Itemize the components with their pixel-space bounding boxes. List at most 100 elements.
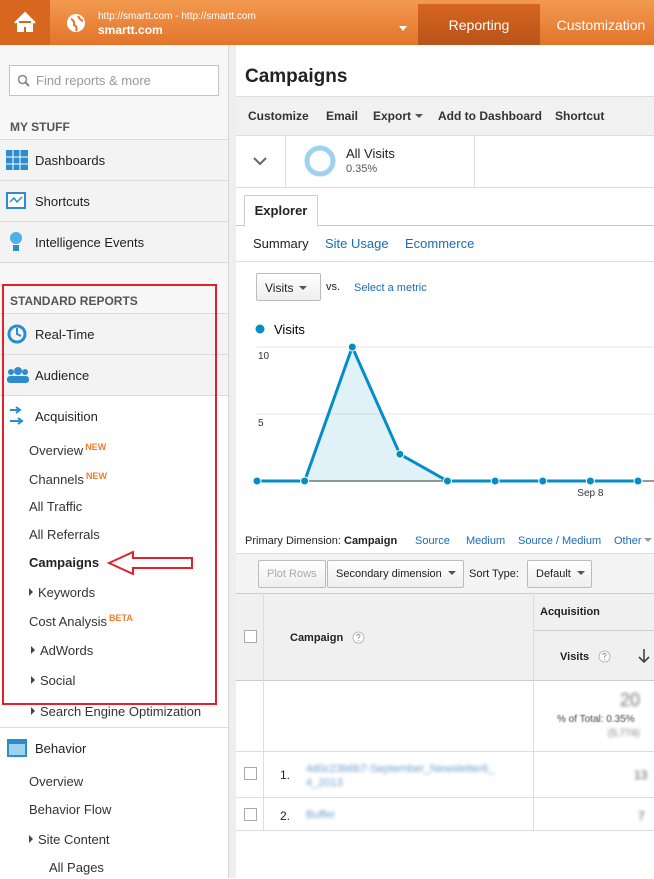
dimension-option[interactable]: Source / Medium [518, 535, 602, 547]
segment-toggle[interactable] [252, 155, 268, 167]
table-header [236, 593, 654, 681]
divider [534, 630, 654, 631]
column-header[interactable]: Visits [560, 651, 590, 663]
search-box[interactable]: Find reports & more [9, 65, 219, 96]
sub-nav-item[interactable]: AdWords [31, 643, 93, 658]
nav-label: Acquisition [35, 409, 98, 424]
sub-nav-item[interactable]: Cost Analysis BETA [29, 613, 133, 629]
sub-nav-item-active[interactable]: Campaigns [29, 555, 100, 570]
campaign-link[interactable]: 4d0c23b6b7-September_Newsletter6_4_2013 [306, 763, 495, 789]
total-percent-label: % of Total: 0.35% [557, 714, 635, 725]
divider [236, 797, 654, 798]
point [252, 476, 262, 486]
nav-item[interactable]: Behavior [0, 727, 228, 879]
nav-label: Intelligence Events [35, 235, 145, 250]
sub-nav-label: Keywords [38, 585, 96, 600]
sub-nav-item[interactable]: Channels NEW [29, 471, 107, 487]
nav-label: Behavior [35, 741, 87, 756]
plot-rows-button[interactable]: Plot Rows [258, 560, 326, 588]
badge: NEW [85, 471, 107, 481]
sub-nav-label: AdWords [40, 643, 94, 658]
divider [236, 225, 654, 226]
toolbar [236, 96, 654, 136]
nav-item[interactable]: Audience [0, 354, 228, 395]
dimension-label: Other [614, 535, 642, 547]
toolbar-button[interactable]: Customize [248, 109, 309, 123]
sub-nav-item[interactable]: Overview [29, 774, 84, 789]
sort-select[interactable]: Default [527, 560, 592, 588]
subtab[interactable]: Site Usage [325, 236, 389, 251]
toolbar-button[interactable]: Shortcut [555, 109, 605, 123]
sub-nav-label: Search Engine Optimization [40, 704, 202, 719]
vs-label: vs. [326, 281, 341, 293]
metric-select[interactable]: Visits [256, 273, 321, 301]
nav-item[interactable]: Intelligence Events [0, 221, 228, 262]
site-url: http://smartt.com - http://smartt.com [98, 11, 256, 22]
point [538, 476, 548, 486]
divider [533, 593, 534, 830]
checkbox[interactable] [244, 630, 257, 643]
divider [0, 262, 228, 264]
nav-item[interactable]: Real-Time [0, 313, 228, 354]
point [395, 449, 405, 459]
section-title: STANDARD REPORTS [10, 294, 138, 308]
explorer-tab[interactable]: Explorer [244, 195, 318, 227]
sub-nav-item[interactable]: All Pages [49, 860, 104, 875]
nav-label: Dashboards [35, 153, 106, 168]
home-button[interactable] [0, 0, 50, 45]
total-visits: 20 [620, 690, 641, 710]
sub-nav-label: Cost Analysis [29, 614, 108, 629]
site-name[interactable]: smartt.com [98, 23, 163, 37]
customization-tab[interactable]: Customization [556, 17, 646, 33]
nav-item[interactable]: Dashboards [0, 139, 228, 180]
highlight-box [2, 284, 217, 705]
toolbar-label: Export [373, 109, 412, 123]
point [347, 342, 357, 352]
area [257, 347, 638, 481]
segment-name: All Visits [346, 146, 395, 161]
secondary-dimension-select[interactable]: Secondary dimension [327, 560, 464, 588]
toolbar-button[interactable]: Add to Dashboard [438, 109, 542, 123]
sort-arrow[interactable] [638, 648, 650, 664]
dimension-option[interactable]: Source [415, 535, 450, 547]
campaign-link[interactable]: Buffer [306, 809, 336, 821]
sub-nav-item[interactable]: All Referrals [29, 527, 100, 542]
point [633, 476, 643, 486]
sub-nav-label: Channels [29, 472, 84, 487]
point [300, 476, 310, 486]
sub-nav-item[interactable]: All Traffic [29, 499, 83, 514]
toolbar-button[interactable]: Export [373, 109, 424, 123]
sub-nav-item[interactable]: Social [31, 673, 75, 688]
sub-nav-label: Social [40, 673, 76, 688]
help-icon[interactable] [352, 631, 365, 644]
x-tick-label: Sep 8 [577, 488, 604, 499]
checkbox[interactable] [244, 767, 257, 780]
column-header[interactable]: Campaign [290, 632, 344, 644]
sub-nav-item[interactable]: Behavior Flow [29, 802, 112, 817]
legend-dot [255, 324, 265, 334]
total-sessions: (5,774) [608, 728, 640, 739]
checkbox[interactable] [244, 808, 257, 821]
badge: BETA [109, 613, 133, 623]
globe-icon [67, 14, 85, 32]
nav-label: Shortcuts [35, 194, 90, 209]
sort-type-label: Sort Type: [469, 568, 519, 580]
sub-nav-item[interactable]: Overview NEW [29, 442, 106, 458]
help-icon[interactable] [598, 650, 611, 663]
dimension-active[interactable]: Campaign [344, 535, 398, 547]
nav-item[interactable]: Shortcuts [0, 180, 228, 221]
select-metric-link[interactable]: Select a metric [354, 282, 427, 294]
dimension-option[interactable]: Medium [466, 535, 506, 547]
subtab[interactable]: Ecommerce [405, 236, 475, 251]
sub-nav-label: Site Content [38, 832, 110, 847]
select-label: Default [536, 568, 571, 580]
reporting-tab[interactable]: Reporting [418, 4, 540, 45]
line-chart: Visits 5 10 Sep 8 [252, 322, 654, 499]
toolbar-button[interactable]: Email [326, 109, 359, 123]
dimension-option[interactable]: Other [614, 535, 652, 547]
sub-nav-item[interactable]: Search Engine Optimization [31, 704, 201, 719]
sub-nav-item[interactable]: Site Content [29, 832, 110, 847]
sub-nav-item[interactable]: Keywords [29, 585, 95, 600]
subtab-active[interactable]: Summary [253, 236, 309, 251]
